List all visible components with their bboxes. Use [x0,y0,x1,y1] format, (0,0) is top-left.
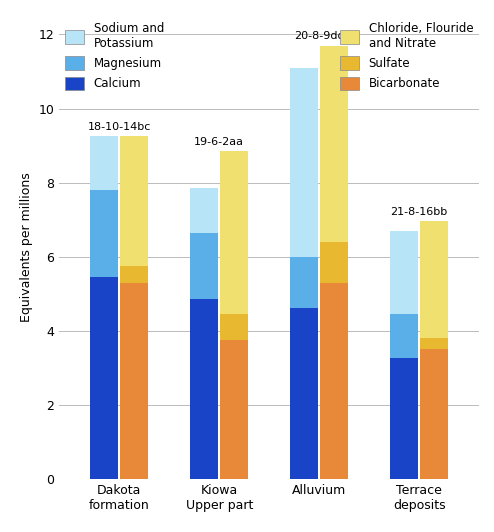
Y-axis label: Equivalents per millions: Equivalents per millions [20,172,33,322]
Bar [420,338,448,349]
Text: 18-10-14bc: 18-10-14bc [87,122,151,132]
Bar [120,136,148,266]
Bar [90,277,118,479]
Bar [320,282,348,479]
Bar [290,68,318,256]
Text: 21-8-16bb: 21-8-16bb [391,207,448,217]
Bar [390,359,418,479]
Bar [190,188,218,232]
Bar [220,151,248,314]
Bar [420,349,448,479]
Bar [420,221,448,338]
Bar [220,340,248,479]
Bar [90,190,118,277]
Bar [120,282,148,479]
Bar [290,309,318,479]
Bar [390,231,418,314]
Bar [190,299,218,479]
Legend: Chloride, Flouride
and Nitrate, Sulfate, Bicarbonate: Chloride, Flouride and Nitrate, Sulfate,… [340,22,473,90]
Bar [90,136,118,190]
Text: 19-6-2aa: 19-6-2aa [194,137,244,147]
Bar [320,46,348,242]
Bar [120,266,148,282]
Bar [390,314,418,359]
Bar [220,314,248,340]
Bar [320,242,348,282]
Bar [190,232,218,299]
Bar [290,256,318,309]
Text: 20-8-9dd: 20-8-9dd [294,31,344,41]
